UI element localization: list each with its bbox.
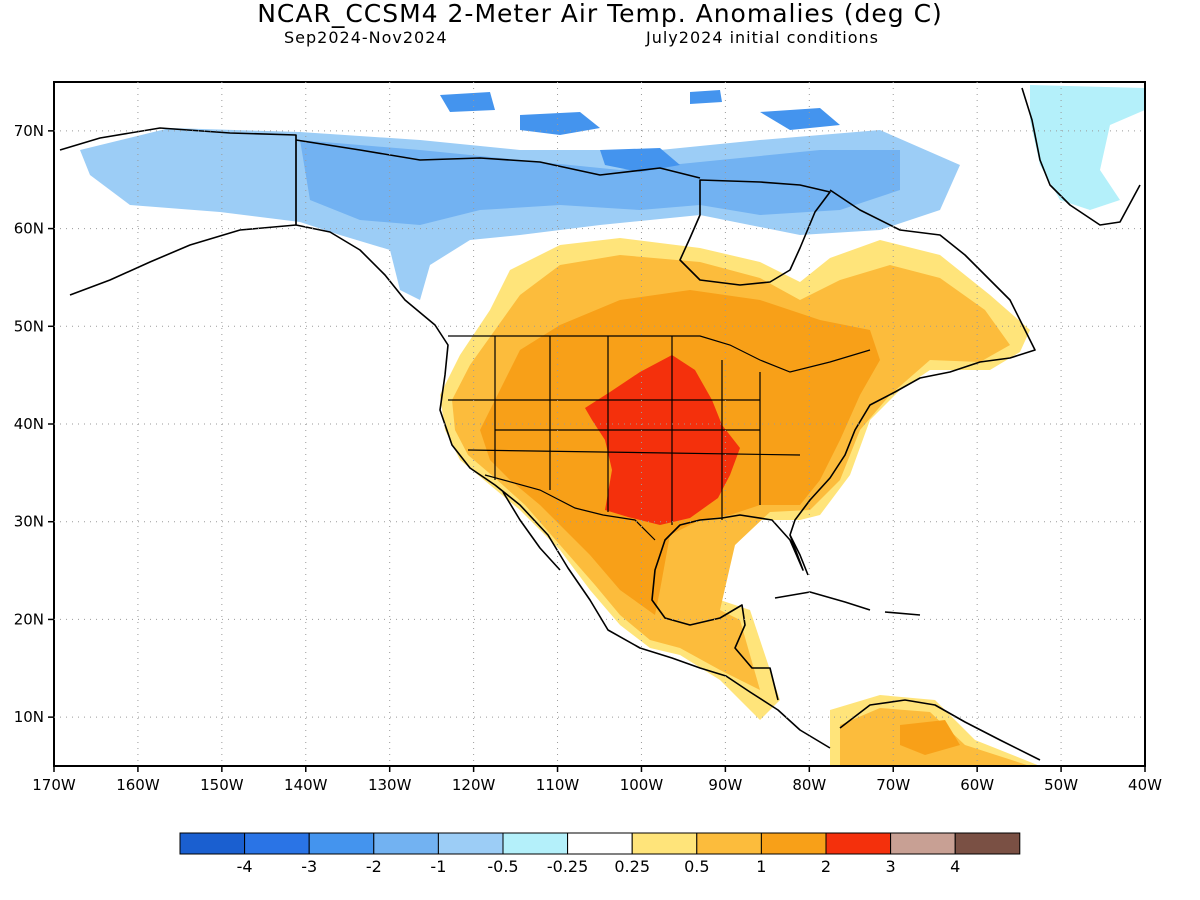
colorbar-swatch bbox=[954, 832, 1021, 855]
coastline-hispaniola bbox=[884, 611, 921, 616]
colorbar-swatch bbox=[308, 832, 375, 855]
colorbar-swatch bbox=[502, 832, 569, 855]
colorbar-swatch bbox=[631, 832, 698, 855]
colorbar-label: -4 bbox=[237, 857, 253, 876]
lon-tick-label: 50W bbox=[1044, 776, 1078, 794]
colorbar-swatch bbox=[890, 832, 956, 855]
coastline-baja bbox=[502, 491, 561, 571]
coastline-cuba bbox=[774, 591, 871, 611]
anomaly-fields bbox=[80, 85, 1145, 766]
colorbar-label: 2 bbox=[821, 857, 831, 876]
anomaly-cold-strong-5 bbox=[690, 90, 722, 104]
anomaly-cold-medium bbox=[300, 140, 900, 225]
colorbar-label: 3 bbox=[886, 857, 896, 876]
forecast-period: Sep2024-Nov2024 bbox=[284, 28, 448, 47]
coastline-hudson-bay bbox=[679, 179, 831, 286]
lon-tick-label: 40W bbox=[1128, 776, 1162, 794]
coastline-greenland bbox=[1021, 87, 1141, 226]
colorbar-label: -0.25 bbox=[547, 857, 588, 876]
coastline-florida bbox=[789, 534, 809, 576]
colorbar-swatch bbox=[373, 832, 439, 855]
map-title: NCAR_CCSM4 2-Meter Air Temp. Anomalies (… bbox=[257, 0, 943, 28]
lon-tick-label: 170W bbox=[32, 776, 76, 794]
anomaly-cold-strong-4 bbox=[760, 108, 840, 130]
lon-tick-label: 90W bbox=[708, 776, 742, 794]
colorbar-swatch bbox=[696, 832, 762, 855]
axis-ticks: 170W 160W 150W 140W 130W 120W 110W 100W 90W 80W 70… bbox=[14, 122, 1162, 794]
graticule bbox=[54, 82, 1145, 766]
lat-tick-label: 10N bbox=[14, 708, 44, 726]
colorbar-label: 4 bbox=[950, 857, 960, 876]
lat-tick-label: 30N bbox=[14, 513, 44, 531]
colorbar-swatch bbox=[244, 832, 310, 855]
lat-tick-label: 40N bbox=[14, 415, 44, 433]
colorbar: -4 -3 -2 -1 -0.5 -0.25 0.25 0.5 1 2 3 4 bbox=[179, 832, 1021, 876]
anomaly-cold-strong-2 bbox=[520, 112, 600, 135]
lon-tick-label: 60W bbox=[960, 776, 994, 794]
colorbar-swatch bbox=[179, 832, 246, 855]
anomaly-cold-strong-1 bbox=[440, 92, 495, 112]
coastline-south-america bbox=[839, 699, 1041, 761]
border-us-states-2 bbox=[448, 399, 801, 456]
colorbar-swatch bbox=[825, 832, 892, 855]
lat-tick-label: 20N bbox=[14, 610, 44, 628]
colorbar-label: -1 bbox=[430, 857, 446, 876]
coastline-arctic bbox=[295, 139, 701, 179]
colorbar-swatch bbox=[760, 832, 827, 855]
lon-tick-label: 110W bbox=[536, 776, 580, 794]
border-us-mexico bbox=[484, 474, 656, 541]
lon-tick-label: 150W bbox=[200, 776, 244, 794]
border-us-canada bbox=[448, 335, 871, 373]
colorbar-label: -2 bbox=[366, 857, 382, 876]
lon-tick-label: 100W bbox=[620, 776, 664, 794]
lon-tick-label: 70W bbox=[876, 776, 910, 794]
colorbar-label: -0.5 bbox=[487, 857, 518, 876]
colorbar-swatch bbox=[437, 832, 504, 855]
anomaly-cold-greenland bbox=[1030, 85, 1145, 210]
colorbar-label: 0.25 bbox=[614, 857, 650, 876]
coastline-alaska-south bbox=[69, 224, 297, 296]
colorbar-label: -3 bbox=[301, 857, 317, 876]
colorbar-label: 0.5 bbox=[684, 857, 709, 876]
lat-tick-label: 50N bbox=[14, 317, 44, 335]
lon-tick-label: 160W bbox=[116, 776, 160, 794]
anomaly-cold-strong-3 bbox=[600, 148, 680, 172]
political-borders bbox=[295, 135, 871, 541]
lon-tick-label: 80W bbox=[792, 776, 826, 794]
lat-tick-label: 70N bbox=[14, 122, 44, 140]
colorbar-swatch bbox=[567, 832, 633, 855]
coastline-east bbox=[651, 189, 1036, 701]
initial-conditions: July2024 initial conditions bbox=[646, 28, 879, 47]
anomaly-warm-strong-south bbox=[900, 720, 960, 755]
colorbar-label: 1 bbox=[756, 857, 766, 876]
lat-tick-label: 60N bbox=[14, 220, 44, 238]
anomaly-warm-hot bbox=[585, 355, 740, 525]
lon-tick-label: 140W bbox=[284, 776, 328, 794]
lon-tick-label: 130W bbox=[368, 776, 412, 794]
lon-tick-label: 120W bbox=[452, 776, 496, 794]
